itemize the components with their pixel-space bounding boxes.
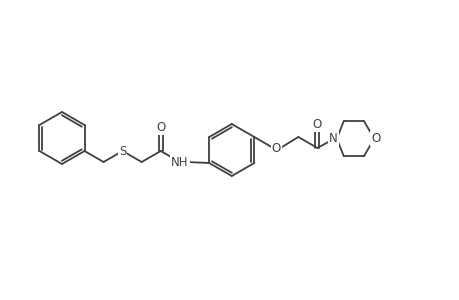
- Text: S: S: [119, 145, 126, 158]
- Text: O: O: [371, 132, 380, 145]
- Text: O: O: [156, 121, 165, 134]
- Text: O: O: [312, 118, 321, 130]
- Text: N: N: [329, 132, 337, 145]
- Text: NH: NH: [171, 155, 188, 169]
- Text: O: O: [271, 142, 280, 154]
